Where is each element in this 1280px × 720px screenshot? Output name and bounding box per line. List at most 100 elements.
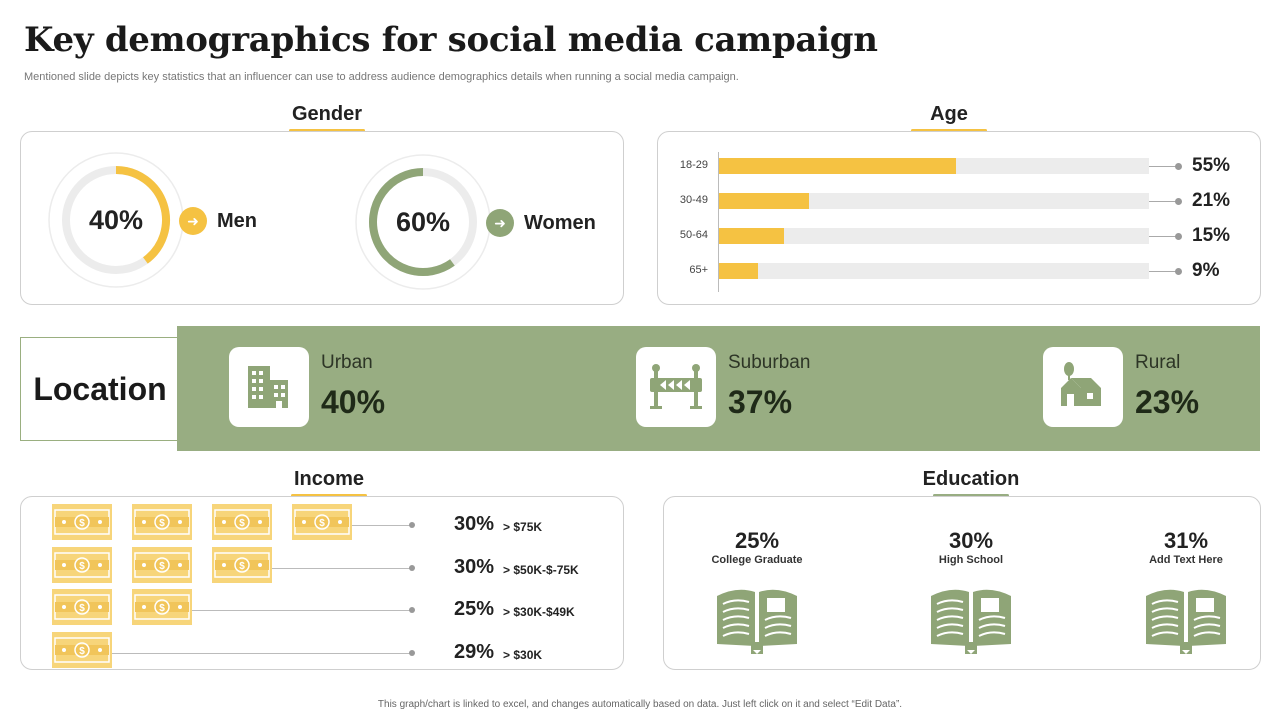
money-note-icon: $ <box>292 504 352 540</box>
svg-text:$: $ <box>159 603 165 614</box>
income-panel: $ $ $ $ $ $ $ $ $ $ 30% > $75K 30% > $50K-$-75K 25% > … <box>20 496 624 670</box>
gauge-arc-women <box>369 168 455 276</box>
money-note-icon: $ <box>52 589 112 625</box>
income-leader-line <box>272 567 411 569</box>
age-label-2: 50-64 <box>679 229 708 241</box>
page-title: Key demographics for social media campai… <box>24 20 878 60</box>
money-note-icon: $ <box>132 589 192 625</box>
gender-heading-text: Gender <box>291 103 363 125</box>
open-book-icon <box>931 589 1011 654</box>
age-leader-line <box>1149 236 1177 237</box>
money-note-icon: $ <box>52 546 112 583</box>
age-axis-line <box>718 152 719 292</box>
age-label-3: 65+ <box>689 264 708 276</box>
gauge-value-women: 60% <box>396 207 450 237</box>
income-leader-line <box>112 652 411 654</box>
education-heading: Education <box>906 468 1036 497</box>
age-heading-underline <box>911 129 987 132</box>
gauge-value-men: 40% <box>89 205 143 235</box>
income-leader-line <box>352 525 411 526</box>
education-value-1: 30% <box>948 528 994 553</box>
income-value-2: 25% <box>454 598 495 620</box>
income-label-1: > $50K-$-75K <box>503 562 579 577</box>
money-note-icon: $ <box>132 546 192 583</box>
gender-women-tag: ➜ Women <box>486 209 596 237</box>
road-barrier-icon <box>650 364 702 409</box>
age-panel: 18-29 55% 30-49 21% 50-64 15% 65+ 9% <box>657 131 1261 305</box>
gender-heading-underline <box>289 129 365 132</box>
income-label-3: > $30K <box>503 647 543 662</box>
location-suburban-tile <box>636 347 716 427</box>
education-label-1: High School <box>938 554 1004 566</box>
svg-text:$: $ <box>319 518 325 529</box>
age-leader-dot <box>1175 198 1182 205</box>
income-leader-dot <box>409 522 415 528</box>
age-bar-0 <box>719 158 956 174</box>
location-urban-value: 40% <box>321 384 386 420</box>
footer-note: This graph/chart is linked to excel, and… <box>377 699 903 710</box>
income-heading: Income <box>269 468 389 497</box>
location-suburban-name: Suburban <box>728 352 811 373</box>
income-leader-dot <box>409 649 415 656</box>
money-note-icon: $ <box>212 504 272 540</box>
income-leader-dot <box>409 607 415 613</box>
svg-text:$: $ <box>79 603 85 614</box>
income-heading-underline <box>291 494 367 497</box>
income-heading-text: Income <box>293 468 365 490</box>
income-value-1: 30% <box>454 555 495 578</box>
age-leader-line <box>1149 166 1177 167</box>
svg-text:$: $ <box>239 518 245 529</box>
gender-panel: 40% ➜ Men 60% ➜ Women <box>20 131 624 305</box>
location-suburban-value: 37% <box>728 384 793 420</box>
gender-men-label: Men <box>217 209 257 232</box>
open-book-icon <box>1146 589 1226 654</box>
money-note-icon: $ <box>212 546 272 583</box>
location-rural-tile <box>1043 347 1123 427</box>
age-value-3: 9% <box>1192 260 1220 281</box>
age-leader-line <box>1149 271 1177 272</box>
education-label-2: Add Text Here <box>1149 554 1223 566</box>
location-heading: Location <box>20 337 180 441</box>
education-value-0: 25% <box>734 528 780 553</box>
money-note-icon: $ <box>52 631 112 668</box>
age-leader-dot <box>1175 268 1182 275</box>
age-leader-dot <box>1175 233 1182 240</box>
age-bar-2 <box>719 228 784 244</box>
age-bar-1 <box>719 193 810 209</box>
age-heading-text: Age <box>930 103 968 125</box>
location-urban-name: Urban <box>321 352 373 373</box>
income-leader-dot <box>409 564 415 571</box>
svg-text:$: $ <box>159 561 165 572</box>
age-value-1: 21% <box>1192 190 1231 211</box>
age-label-1: 30-49 <box>679 194 708 206</box>
education-heading-underline <box>933 494 1009 497</box>
building-icon <box>248 366 288 408</box>
gender-gauge-women: 60% <box>355 154 491 290</box>
arrow-right-icon: ➜ <box>486 209 514 237</box>
age-bar-track <box>719 263 1149 279</box>
location-band: Urban 40% Suburban 37% <box>177 326 1260 451</box>
age-value-2: 15% <box>1192 225 1231 246</box>
arrow-right-icon: ➜ <box>179 207 207 235</box>
education-heading-text: Education <box>922 468 1020 490</box>
gender-gauge-men: 40% <box>48 152 184 288</box>
money-note-icon: $ <box>52 504 112 540</box>
age-label-0: 18-29 <box>679 159 708 171</box>
age-value-0: 55% <box>1192 155 1231 176</box>
location-rural-name: Rural <box>1135 352 1181 373</box>
gender-heading: Gender <box>267 103 387 132</box>
money-note-icon: $ <box>132 504 192 540</box>
income-label-0: > $75K <box>503 520 543 534</box>
income-leader-line <box>192 610 411 611</box>
age-leader-line <box>1149 201 1177 202</box>
page-subtitle: Mentioned slide depicts key statistics t… <box>24 71 739 83</box>
svg-text:$: $ <box>79 646 85 657</box>
age-bar-track <box>719 193 1149 209</box>
income-value-3: 29% <box>454 640 495 663</box>
age-bar-track <box>719 228 1149 244</box>
age-heading: Age <box>894 103 1004 132</box>
gender-women-label: Women <box>524 211 596 234</box>
education-label-0: College Graduate <box>711 554 803 566</box>
farmhouse-icon <box>1061 362 1101 406</box>
svg-text:$: $ <box>79 518 85 529</box>
